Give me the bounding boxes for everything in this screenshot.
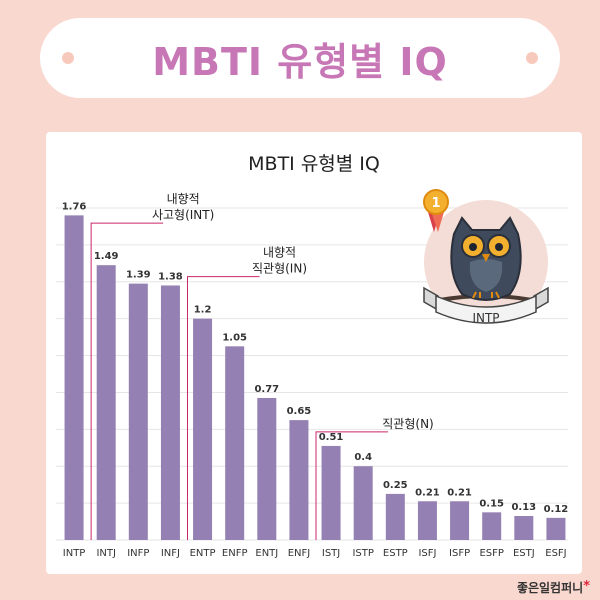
data-label: 1.76 xyxy=(62,201,87,212)
owl-pupil-left xyxy=(469,243,477,251)
ribbon-banner xyxy=(435,294,537,324)
x-tick-label: ESFP xyxy=(479,548,503,559)
x-tick-label: ISTJ xyxy=(322,548,340,559)
data-label: 1.05 xyxy=(222,332,247,343)
bar-istp xyxy=(353,466,373,540)
annotation-text-1: 사고형(INT) xyxy=(152,208,214,222)
x-tick-label: ENFJ xyxy=(288,548,311,559)
annotation-text-2: 직관형(IN) xyxy=(252,262,307,276)
x-tick-label: ENTP xyxy=(190,548,216,559)
footer-brand: 좋은일컴퍼니* xyxy=(517,579,590,596)
chart: MBTI 유형별 IQ00.20.40.60.811.21.41.61.81.7… xyxy=(56,153,569,559)
data-label: 0.15 xyxy=(479,498,504,509)
bar-isfj xyxy=(417,501,437,540)
annotation-text-3: 직관형(N) xyxy=(382,417,433,431)
data-label: 0.21 xyxy=(415,487,440,498)
bar-istj xyxy=(321,445,341,540)
banner-dot-right xyxy=(526,52,538,64)
medal-rank: 1 xyxy=(431,196,440,211)
data-label: 0.65 xyxy=(287,406,312,417)
chart-card: MBTI 유형별 IQ00.20.40.60.811.21.41.61.81.7… xyxy=(46,132,582,574)
annotation-line-1 xyxy=(90,222,164,540)
owl-beak xyxy=(482,254,490,262)
owl-belly xyxy=(469,259,503,292)
annotation-text-1: 내향적 xyxy=(167,192,200,206)
x-tick-label: ENTJ xyxy=(255,548,278,559)
bar-intj xyxy=(96,265,116,540)
annotation-text-2: 내향적 xyxy=(263,246,296,260)
owl-badge-illustration: 1 INTP xyxy=(423,189,549,325)
data-label: 0.51 xyxy=(319,432,344,443)
data-label: 1.2 xyxy=(194,305,212,316)
title-banner: MBTI 유형별 IQ xyxy=(40,18,560,98)
x-tick-label: ISFJ xyxy=(418,548,436,559)
data-label: 1.49 xyxy=(94,251,119,262)
annotation-line-2 xyxy=(187,276,260,540)
x-tick-label: INFJ xyxy=(161,548,180,559)
chart-title: MBTI 유형별 IQ xyxy=(248,153,380,175)
owl-pupil-right xyxy=(495,243,503,251)
brand-name: 좋은일컴퍼니 xyxy=(516,581,584,595)
medal-ribbon-2 xyxy=(432,212,444,232)
banner-dot-left xyxy=(62,52,74,64)
bar-enfp xyxy=(225,346,245,540)
data-label: 0.4 xyxy=(354,452,372,463)
medal-icon xyxy=(423,189,449,215)
brand-star: * xyxy=(583,579,590,594)
bar-isfp xyxy=(450,501,470,540)
banner-title: MBTI 유형별 IQ xyxy=(152,39,448,84)
x-tick-label: INTJ xyxy=(96,548,116,559)
badge-label: INTP xyxy=(472,311,499,325)
bar-estp xyxy=(385,493,405,540)
bar-infp xyxy=(128,283,148,540)
x-tick-label: ESTP xyxy=(383,548,408,559)
owl-feet xyxy=(472,291,500,299)
data-label: 0.77 xyxy=(254,384,279,395)
bar-esfp xyxy=(482,512,502,540)
x-tick-label: INTP xyxy=(63,548,86,559)
bar-entp xyxy=(193,318,213,540)
x-tick-label: INFP xyxy=(127,548,149,559)
data-label: 0.25 xyxy=(383,480,408,491)
data-label: 0.21 xyxy=(447,487,472,498)
bar-estj xyxy=(514,516,534,540)
bar-intp xyxy=(64,215,84,540)
x-tick-label: ISFP xyxy=(449,548,470,559)
bar-entj xyxy=(257,397,277,540)
x-tick-label: ESFJ xyxy=(545,548,566,559)
data-label: 1.39 xyxy=(126,270,151,281)
bar-infj xyxy=(160,285,180,540)
x-tick-label: ISTP xyxy=(352,548,373,559)
data-label: 0.13 xyxy=(511,502,536,513)
bar-esfj xyxy=(546,517,566,540)
data-label: 0.12 xyxy=(544,504,569,515)
x-tick-label: ENFP xyxy=(222,548,248,559)
x-tick-label: ESTJ xyxy=(513,548,535,559)
bar-enfj xyxy=(289,420,309,540)
annotation-line-3 xyxy=(315,431,388,540)
data-label: 1.38 xyxy=(158,271,183,282)
